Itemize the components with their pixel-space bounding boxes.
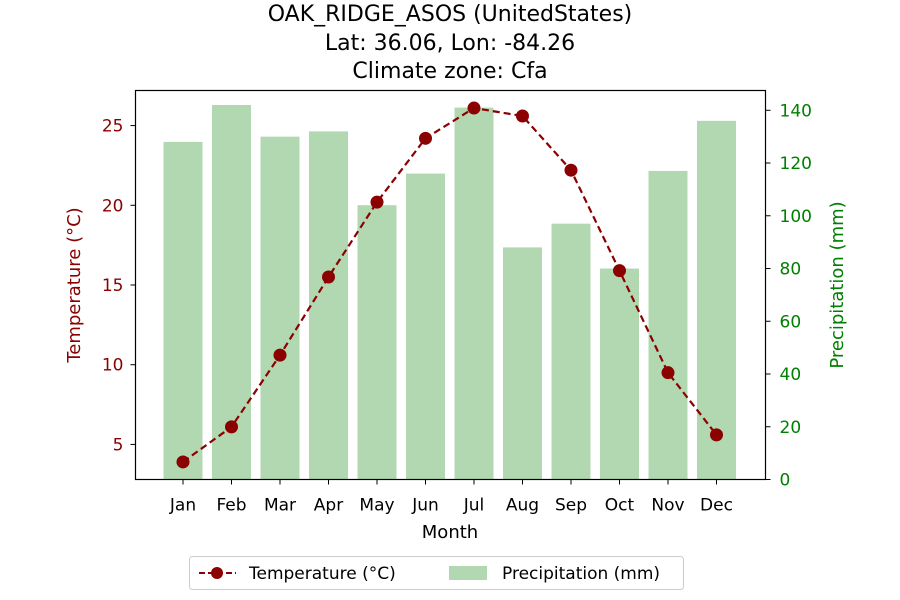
precipitation-bar-dec [697, 120, 736, 480]
temperature-point-may [370, 195, 384, 209]
right-y-tick-label-140: 140 [780, 101, 812, 121]
legend-temperature-marker-icon [211, 567, 223, 579]
temperature-point-jan [176, 455, 190, 469]
precipitation-bar-aug [503, 247, 542, 480]
x-tick-label-jan: Jan [169, 496, 196, 516]
temperature-line [182, 106, 718, 463]
x-tick-label-may: May [359, 496, 394, 516]
precipitation-bar-jun [406, 173, 445, 480]
precipitation-bar-mar [260, 136, 300, 480]
temperature-point-dec [710, 428, 723, 442]
x-axis-label: Month [422, 522, 478, 543]
precipitation-bar-jan [163, 141, 203, 480]
x-tick-label-sep: Sep [555, 496, 587, 516]
legend-precipitation-swatch [449, 566, 487, 580]
right-y-tick-label-20: 20 [780, 418, 802, 438]
temperature-line-series [176, 101, 723, 469]
right-y-tick-label-80: 80 [780, 260, 802, 280]
right-y-tick-label-120: 120 [780, 154, 812, 174]
chart-title-line-1: OAK_RIDGE_ASOS (UnitedStates) [268, 2, 633, 27]
temperature-point-oct [613, 264, 626, 278]
precipitation-bars [163, 105, 736, 480]
x-tick-label-oct: Oct [605, 496, 635, 516]
x-tick-label-feb: Feb [216, 496, 246, 516]
precipitation-bar-sep [551, 223, 591, 480]
temperature-point-nov [661, 366, 675, 380]
x-tick-label-mar: Mar [264, 496, 296, 516]
left-y-tick-label-15: 15 [102, 276, 124, 296]
precipitation-bar-apr [309, 131, 348, 480]
left-y-axis-ticks: 5 10 15 20 25 [102, 117, 136, 455]
legend: Temperature (°C) Precipitation (mm) [189, 556, 684, 590]
chart-title: OAK_RIDGE_ASOS (UnitedStates) Lat: 36.06… [268, 2, 633, 84]
x-tick-label-dec: Dec [700, 496, 733, 516]
left-y-tick-label-20: 20 [102, 196, 124, 216]
x-tick-label-jul: Jul [463, 496, 485, 516]
right-y-axis-label: Precipitation (mm) [827, 201, 848, 368]
x-axis-ticks: Jan Feb Mar Apr May Jun Jul Aug Sep Oct Nov Dec [169, 479, 733, 516]
legend-box [189, 556, 684, 590]
precipitation-bar-nov [648, 170, 688, 480]
left-y-tick-label-5: 5 [113, 435, 124, 455]
temperature-point-feb [225, 420, 238, 434]
x-tick-label-apr: Apr [314, 496, 343, 516]
right-y-tick-label-60: 60 [780, 312, 802, 332]
temperature-point-jun [419, 131, 432, 145]
precipitation-bar-may [357, 205, 397, 480]
precipitation-bar-oct [600, 268, 639, 480]
right-y-tick-label-40: 40 [780, 365, 802, 385]
legend-precipitation-label: Precipitation (mm) [502, 564, 660, 584]
left-y-axis-label: Temperature (°C) [64, 207, 85, 363]
left-y-tick-label-10: 10 [102, 356, 124, 376]
temperature-point-apr [322, 270, 335, 284]
temperature-point-sep [564, 163, 578, 177]
right-y-tick-label-100: 100 [780, 207, 812, 227]
x-tick-label-nov: Nov [651, 496, 684, 516]
precipitation-bar-feb [212, 105, 251, 480]
x-tick-label-jun: Jun [411, 496, 439, 516]
left-y-tick-label-25: 25 [102, 117, 124, 137]
legend-temperature-label: Temperature (°C) [248, 564, 396, 584]
temperature-point-mar [273, 348, 287, 362]
right-y-tick-label-0: 0 [780, 471, 791, 491]
precipitation-bar-jul [454, 107, 494, 480]
chart-title-line-2: Lat: 36.06, Lon: -84.26 [325, 31, 575, 56]
temperature-point-aug [516, 109, 529, 123]
right-y-axis-ticks: 0 20 40 60 80 100 120 140 [765, 101, 812, 491]
chart-title-line-3: Climate zone: Cfa [352, 59, 547, 84]
x-tick-label-aug: Aug [506, 496, 539, 516]
temperature-point-jul [467, 101, 481, 115]
